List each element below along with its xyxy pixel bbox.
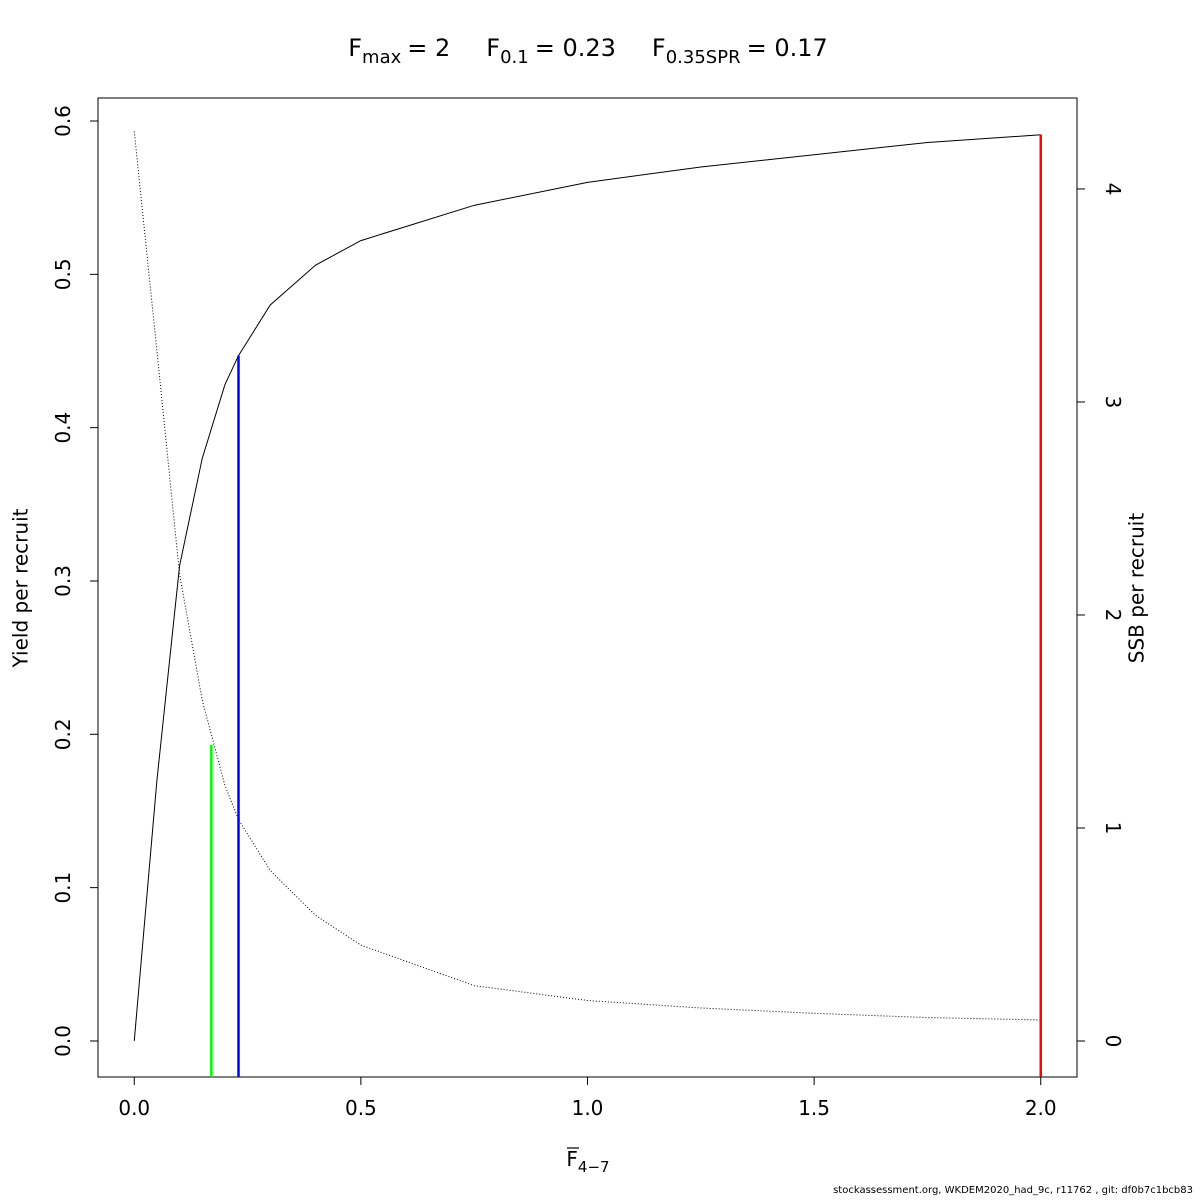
title-value: = 0.17 [747, 34, 828, 62]
x-label-subscript: 4−7 [578, 1158, 610, 1176]
y-axis-label: Yield per recruit [9, 508, 33, 668]
title-subscript: 0.35SPR [666, 47, 741, 68]
y-tick-label: 0.0 [51, 1025, 75, 1057]
title-subscript: 0.1 [500, 47, 529, 68]
x-tick-label: 2.0 [1025, 1096, 1057, 1120]
y-tick-label: 0.4 [51, 412, 75, 444]
title-symbol: F [486, 34, 500, 62]
x-axis-label: F4−7 [566, 1147, 609, 1176]
x-label-text: F4−7 [566, 1147, 609, 1176]
y-tick-label: 0.2 [51, 718, 75, 750]
x-tick-label: 1.0 [572, 1096, 604, 1120]
y-tick-label: 0.5 [51, 258, 75, 290]
title-subscript: max [362, 47, 402, 68]
chart-title: Fmax = 2 F0.1 = 0.23 F0.35SPR = 0.17 [348, 34, 828, 68]
x-tick-label: 0.5 [345, 1096, 377, 1120]
title-symbol: F [348, 34, 362, 62]
y2-tick-label: 2 [1101, 609, 1125, 622]
y2-tick-label: 4 [1101, 183, 1125, 196]
y2-tick-label: 1 [1101, 822, 1125, 835]
y-tick-label: 0.3 [51, 565, 75, 597]
x-tick-label: 0.0 [118, 1096, 150, 1120]
y-tick-label: 0.6 [51, 105, 75, 137]
series-line [133, 131, 1041, 1021]
title-text: Fmax = 2 F0.1 = 0.23 F0.35SPR = 0.17 [348, 34, 828, 68]
title-value: = 0.23 [535, 34, 616, 62]
series-line [133, 134, 1041, 1042]
y2-axis-label: SSB per recruit [1125, 513, 1149, 664]
y-tick-label: 0.1 [51, 872, 75, 904]
title-value: = 2 [407, 34, 450, 62]
x-label-symbol: F [566, 1147, 578, 1171]
y2-tick-label: 3 [1101, 396, 1125, 409]
footer: stockassessment.org, WKDEM2020_had_9c, r… [833, 1185, 1193, 1196]
x-tick-label: 1.5 [798, 1096, 830, 1120]
y2-tick-label: 0 [1101, 1035, 1125, 1048]
title-symbol: F [652, 34, 666, 62]
